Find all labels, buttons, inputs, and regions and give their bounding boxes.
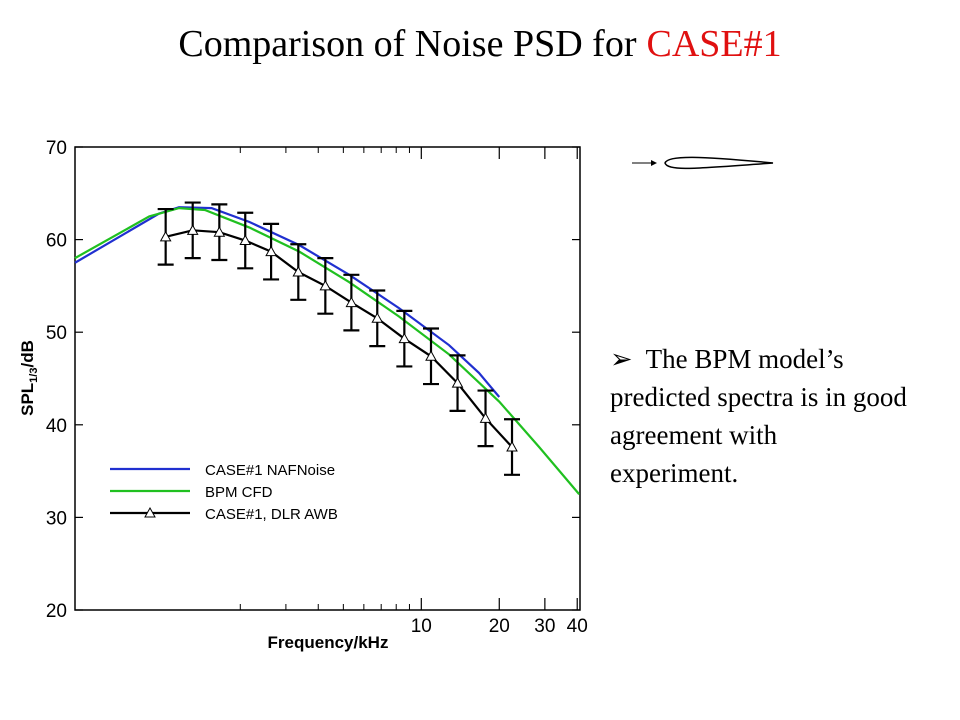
x-axis-label: Frequency/kHz bbox=[268, 633, 389, 652]
y-tick-label: 70 bbox=[46, 138, 67, 159]
slide-title: Comparison of Noise PSD for CASE#1 bbox=[0, 22, 960, 66]
bullet-note: ➢ The BPM model’s predicted spectra is i… bbox=[610, 340, 910, 492]
marker bbox=[479, 412, 492, 423]
legend-label: CASE#1, DLR AWB bbox=[205, 506, 338, 523]
series-line bbox=[74, 207, 581, 495]
title-text: Comparison of Noise PSD for bbox=[178, 23, 637, 65]
marker bbox=[292, 265, 305, 277]
marker bbox=[186, 224, 199, 235]
bullet: ➢ bbox=[610, 344, 633, 374]
marker bbox=[506, 440, 518, 452]
plot-frame bbox=[74, 146, 581, 611]
series-line bbox=[165, 229, 513, 448]
legend-label: CASE#1 NAFNoise bbox=[205, 462, 335, 479]
y-tick-label: 60 bbox=[46, 231, 67, 252]
x-tick-label: 30 bbox=[534, 616, 555, 637]
y-label-main: SPL bbox=[18, 383, 37, 416]
y-tick-label: 30 bbox=[46, 508, 67, 529]
marker bbox=[213, 226, 226, 237]
note-text: The BPM model’s predicted spectra is in … bbox=[610, 344, 907, 488]
y-label-unit: /dB bbox=[18, 340, 37, 367]
marker bbox=[451, 377, 464, 388]
y-axis-label: SPL1/3/dB bbox=[18, 340, 40, 416]
marker bbox=[239, 234, 252, 246]
x-tick-label: 20 bbox=[489, 616, 510, 637]
marker bbox=[319, 279, 332, 291]
y-tick-label: 50 bbox=[46, 323, 67, 344]
x-tick-label: 10 bbox=[411, 616, 432, 637]
airfoil-icon bbox=[632, 156, 774, 170]
x-tick-label: 40 bbox=[567, 616, 588, 637]
legend-marker bbox=[144, 506, 156, 518]
marker bbox=[265, 245, 277, 257]
marker bbox=[159, 230, 172, 242]
marker bbox=[345, 296, 358, 308]
legend-label: BPM CFD bbox=[205, 484, 273, 501]
marker bbox=[371, 312, 384, 323]
y-tick-label: 40 bbox=[46, 416, 67, 437]
y-tick-label: 20 bbox=[46, 601, 67, 622]
y-label-sub: 1/3 bbox=[28, 368, 40, 383]
title-highlight: CASE#1 bbox=[646, 23, 782, 65]
marker bbox=[398, 332, 411, 344]
series-line bbox=[74, 206, 501, 398]
marker bbox=[425, 350, 437, 361]
